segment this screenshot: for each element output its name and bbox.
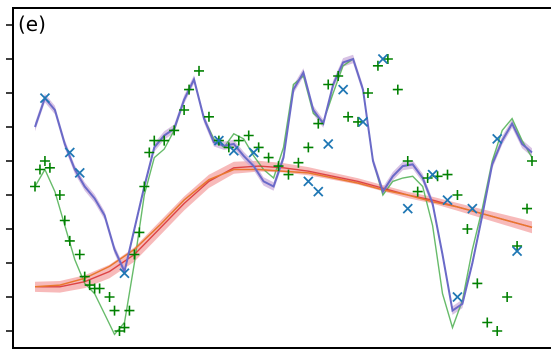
blue-x-point — [442, 194, 453, 206]
green-plus-point — [422, 173, 433, 183]
green-plus-point — [323, 79, 334, 90]
green-plus-point — [462, 224, 473, 234]
green-plus-point — [482, 317, 493, 328]
blue-x-point — [213, 135, 225, 146]
green-plus-point — [313, 118, 324, 129]
green-plus-point — [30, 181, 40, 192]
green-plus-point — [412, 186, 423, 197]
green-plus-point — [94, 283, 105, 294]
green-plus-point — [382, 54, 393, 64]
orange-mean-line — [34, 168, 533, 288]
blue-x-point — [64, 147, 75, 158]
confidence-bands — [35, 54, 532, 315]
green-plus-point — [184, 84, 195, 95]
blue-x-point — [402, 203, 413, 214]
blue-x-point — [228, 145, 239, 156]
y-ticks — [6, 24, 13, 332]
green-plus-point — [492, 326, 503, 336]
green-plus-point — [74, 249, 85, 260]
green-plus-point — [129, 249, 140, 260]
green-plus-point — [233, 135, 244, 146]
green-plus-point — [203, 111, 214, 122]
green-plus-point — [353, 116, 364, 127]
green-plus-point — [134, 227, 145, 238]
plot-frame — [12, 7, 551, 349]
green-plus-point — [263, 152, 274, 163]
green-plus-point — [39, 156, 50, 166]
green-plus-point — [442, 169, 453, 180]
blue-x-point — [427, 169, 438, 180]
series-lines — [34, 57, 533, 336]
purple-mean-line — [34, 57, 533, 313]
green-plus-point — [512, 241, 523, 251]
blue-x-point — [357, 116, 369, 128]
markers — [30, 53, 537, 336]
blue-x-point — [303, 176, 314, 187]
green-plus-point — [303, 142, 314, 153]
green-plus-point — [44, 162, 55, 173]
blue-x-point — [323, 138, 334, 150]
green-plus-point — [392, 84, 403, 95]
blue-x-point — [74, 167, 85, 179]
green-plus-point — [273, 161, 284, 172]
green-plus-point — [79, 271, 90, 282]
blue-x-point — [39, 92, 51, 104]
green-plus-point — [54, 190, 65, 200]
green-plus-point — [104, 292, 115, 302]
green-plus-point — [223, 142, 234, 153]
blue-x-point — [377, 53, 389, 65]
panel-label: (e) — [18, 12, 46, 36]
blue-x-point — [338, 84, 349, 95]
green-plus-point — [472, 278, 483, 289]
green-plus-point — [372, 60, 383, 71]
blue-x-point — [492, 133, 503, 145]
green-plus-point — [333, 71, 344, 81]
blue-x-point — [452, 291, 463, 303]
green-plus-point — [194, 65, 205, 76]
green-plus-point — [159, 135, 170, 146]
green-plus-point — [109, 305, 120, 316]
green-plus-point — [527, 156, 537, 166]
green-plus-point — [34, 164, 45, 175]
green-plus-point — [144, 147, 155, 158]
blue-x-point — [467, 203, 478, 214]
green-plus-point — [179, 105, 190, 115]
green-plus-point — [452, 190, 463, 200]
green-plus-point — [149, 135, 160, 146]
green-plus-point — [283, 169, 294, 180]
green-plus-point — [402, 156, 413, 166]
red-confidence-band — [35, 160, 532, 293]
green-plus-point — [169, 125, 180, 136]
green-plus-point — [59, 215, 70, 226]
blue-x-point — [119, 268, 130, 279]
blue-x-point — [248, 147, 259, 158]
green-plus-point — [502, 292, 513, 302]
green-plus-point — [362, 88, 373, 98]
green-plus-point — [343, 111, 354, 122]
green-plus-point — [64, 235, 75, 246]
green-plus-point — [243, 130, 254, 141]
blue-x-point — [313, 186, 324, 197]
green-plus-point — [139, 181, 150, 192]
green-plus-point — [293, 157, 304, 168]
green-plus-point — [119, 322, 130, 333]
green-plus-point — [522, 203, 533, 214]
blue-x-point — [511, 245, 523, 257]
green-plus-point — [124, 305, 135, 316]
green-plus-point — [253, 142, 264, 153]
